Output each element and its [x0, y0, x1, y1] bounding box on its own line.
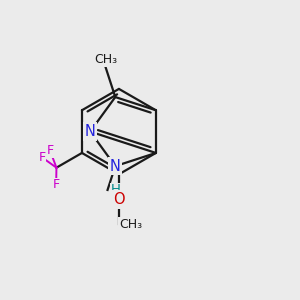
- Text: N: N: [85, 124, 96, 139]
- Text: H: H: [111, 183, 121, 196]
- Text: CH₃: CH₃: [119, 218, 142, 231]
- Text: F: F: [52, 178, 60, 191]
- Text: N: N: [110, 159, 121, 174]
- Text: F: F: [46, 144, 54, 158]
- Text: CH₃: CH₃: [94, 53, 117, 66]
- Text: F: F: [38, 151, 46, 164]
- Text: O: O: [113, 192, 125, 207]
